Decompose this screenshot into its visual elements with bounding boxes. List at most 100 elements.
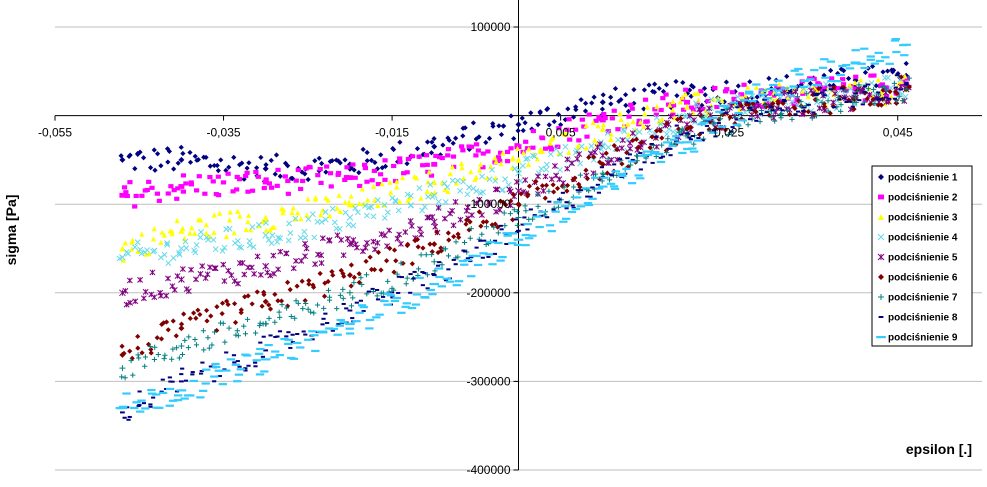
point [418,195,424,201]
y-axis-title: sigma [Pa] [3,195,19,266]
point [500,150,506,156]
point [608,136,614,142]
point [703,107,709,113]
point [753,84,760,90]
point [167,376,172,379]
point [323,195,329,201]
point [182,337,188,344]
point [382,177,388,182]
point [297,234,304,241]
point [246,364,251,367]
point [716,122,721,125]
point [674,140,679,143]
point [670,98,676,105]
point [535,122,541,128]
point [649,152,659,155]
point [136,355,142,361]
point [524,146,531,151]
point [496,123,502,129]
point [533,215,542,218]
point [644,124,651,131]
point [122,392,131,395]
point [144,247,151,254]
point [495,230,501,236]
legend-item-4: podciśnienie 4 [877,233,958,244]
point [534,186,541,192]
point [277,330,283,333]
point [119,156,126,163]
point [584,134,590,139]
point [508,146,514,151]
point [879,83,885,90]
point [412,238,418,244]
point [163,319,170,325]
point [437,155,443,160]
point [611,170,621,173]
point [198,217,204,223]
point [415,276,424,279]
point [198,372,204,375]
point [729,90,735,95]
point [627,153,633,156]
point [289,209,295,216]
point [275,234,282,241]
point [267,306,274,312]
point [344,307,349,310]
point [833,80,842,83]
point [127,415,132,418]
point [224,298,230,304]
point [670,103,677,108]
point [432,223,439,230]
point [252,330,259,336]
point [805,93,811,100]
point [513,238,524,241]
point [518,191,524,197]
point [668,144,677,147]
point [375,182,381,187]
point [402,229,409,236]
point [392,296,401,300]
point [815,81,821,86]
point [463,217,470,223]
point [561,184,567,190]
point [422,272,427,275]
point [530,128,536,134]
point [845,75,852,82]
point [513,178,520,185]
point [462,125,468,131]
point [597,141,603,148]
point [717,116,724,122]
point [458,259,468,263]
point [284,335,289,338]
point [768,91,775,96]
point [560,191,565,194]
point [428,293,437,296]
point [510,155,516,161]
point [785,94,791,100]
point [220,261,227,268]
point [653,112,659,117]
point [875,59,885,63]
point [660,96,666,101]
point [219,311,225,317]
point [725,131,732,138]
point [207,264,213,271]
point [429,282,440,286]
point [171,287,178,293]
point [745,92,754,95]
point [420,245,426,251]
legend-label: podciśnienie 8 [888,313,958,324]
point [155,406,164,409]
point [196,396,205,399]
point [629,106,635,111]
legend-marker [878,274,884,280]
point [816,86,822,92]
point [193,242,200,248]
point [330,329,335,332]
point [636,128,643,135]
point [597,185,608,188]
point [492,177,499,184]
point [358,299,363,302]
point [375,313,384,316]
point [245,293,251,299]
